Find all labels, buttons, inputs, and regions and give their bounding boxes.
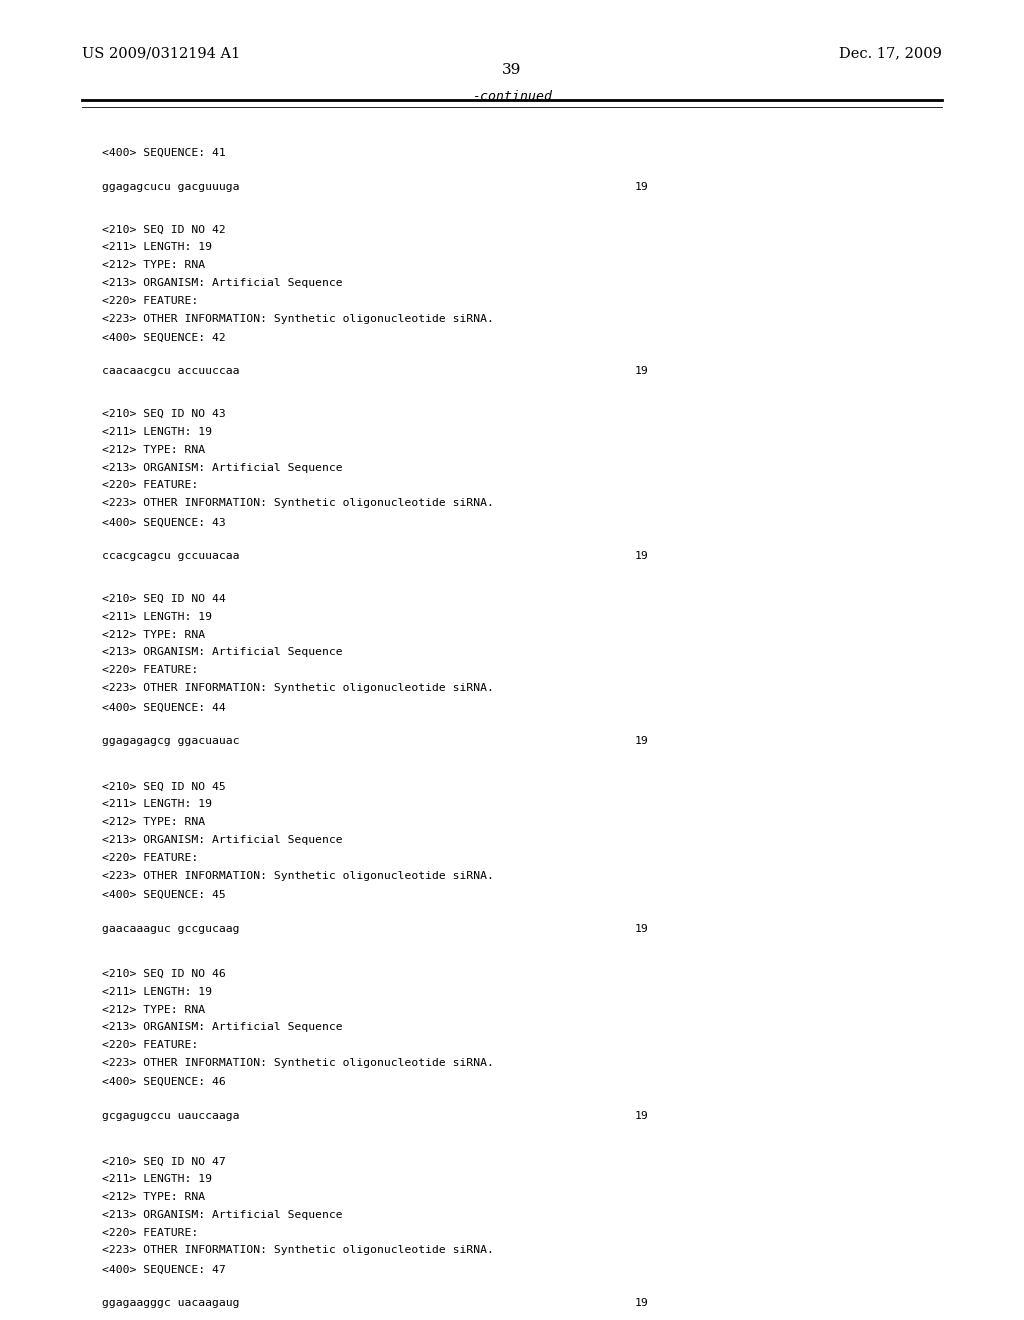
Text: <400> SEQUENCE: 47: <400> SEQUENCE: 47 [102, 1265, 226, 1275]
Text: 19: 19 [635, 737, 648, 746]
Text: <212> TYPE: RNA: <212> TYPE: RNA [102, 260, 206, 271]
Text: gcgagugccu uauccaaga: gcgagugccu uauccaaga [102, 1111, 240, 1121]
Text: 19: 19 [635, 552, 648, 561]
Text: <223> OTHER INFORMATION: Synthetic oligonucleotide siRNA.: <223> OTHER INFORMATION: Synthetic oligo… [102, 682, 495, 693]
Text: 19: 19 [635, 1299, 648, 1308]
Text: <220> FEATURE:: <220> FEATURE: [102, 480, 199, 491]
Text: <212> TYPE: RNA: <212> TYPE: RNA [102, 817, 206, 828]
Text: <223> OTHER INFORMATION: Synthetic oligonucleotide siRNA.: <223> OTHER INFORMATION: Synthetic oligo… [102, 314, 495, 323]
Text: <210> SEQ ID NO 47: <210> SEQ ID NO 47 [102, 1156, 226, 1167]
Text: <213> ORGANISM: Artificial Sequence: <213> ORGANISM: Artificial Sequence [102, 1209, 343, 1220]
Text: <223> OTHER INFORMATION: Synthetic oligonucleotide siRNA.: <223> OTHER INFORMATION: Synthetic oligo… [102, 1059, 495, 1068]
Text: <400> SEQUENCE: 46: <400> SEQUENCE: 46 [102, 1077, 226, 1088]
Text: <213> ORGANISM: Artificial Sequence: <213> ORGANISM: Artificial Sequence [102, 1022, 343, 1032]
Text: <212> TYPE: RNA: <212> TYPE: RNA [102, 1192, 206, 1203]
Text: <213> ORGANISM: Artificial Sequence: <213> ORGANISM: Artificial Sequence [102, 647, 343, 657]
Text: 39: 39 [503, 63, 521, 78]
Text: ccacgcagcu gccuuacaa: ccacgcagcu gccuuacaa [102, 552, 240, 561]
Text: <210> SEQ ID NO 43: <210> SEQ ID NO 43 [102, 409, 226, 420]
Text: <210> SEQ ID NO 46: <210> SEQ ID NO 46 [102, 969, 226, 979]
Text: <213> ORGANISM: Artificial Sequence: <213> ORGANISM: Artificial Sequence [102, 279, 343, 288]
Text: <212> TYPE: RNA: <212> TYPE: RNA [102, 445, 206, 455]
Text: <400> SEQUENCE: 43: <400> SEQUENCE: 43 [102, 517, 226, 528]
Text: ggagagcucu gacguuuga: ggagagcucu gacguuuga [102, 182, 240, 191]
Text: <213> ORGANISM: Artificial Sequence: <213> ORGANISM: Artificial Sequence [102, 463, 343, 473]
Text: <223> OTHER INFORMATION: Synthetic oligonucleotide siRNA.: <223> OTHER INFORMATION: Synthetic oligo… [102, 871, 495, 880]
Text: <211> LENGTH: 19: <211> LENGTH: 19 [102, 243, 212, 252]
Text: gaacaaaguc gccgucaag: gaacaaaguc gccgucaag [102, 924, 240, 933]
Text: -continued: -continued [472, 90, 552, 103]
Text: <400> SEQUENCE: 41: <400> SEQUENCE: 41 [102, 148, 226, 158]
Text: 19: 19 [635, 367, 648, 376]
Text: <223> OTHER INFORMATION: Synthetic oligonucleotide siRNA.: <223> OTHER INFORMATION: Synthetic oligo… [102, 499, 495, 508]
Text: caacaacgcu accuuccaa: caacaacgcu accuuccaa [102, 367, 240, 376]
Text: <220> FEATURE:: <220> FEATURE: [102, 296, 199, 306]
Text: <210> SEQ ID NO 42: <210> SEQ ID NO 42 [102, 224, 226, 235]
Text: <212> TYPE: RNA: <212> TYPE: RNA [102, 630, 206, 640]
Text: ggagagagcg ggacuauac: ggagagagcg ggacuauac [102, 737, 240, 746]
Text: 19: 19 [635, 182, 648, 191]
Text: <220> FEATURE:: <220> FEATURE: [102, 665, 199, 676]
Text: <400> SEQUENCE: 44: <400> SEQUENCE: 44 [102, 702, 226, 713]
Text: <212> TYPE: RNA: <212> TYPE: RNA [102, 1005, 206, 1015]
Text: ggagaagggc uacaagaug: ggagaagggc uacaagaug [102, 1299, 240, 1308]
Text: <213> ORGANISM: Artificial Sequence: <213> ORGANISM: Artificial Sequence [102, 836, 343, 845]
Text: <400> SEQUENCE: 45: <400> SEQUENCE: 45 [102, 890, 226, 900]
Text: 19: 19 [635, 924, 648, 933]
Text: Dec. 17, 2009: Dec. 17, 2009 [840, 46, 942, 61]
Text: <210> SEQ ID NO 45: <210> SEQ ID NO 45 [102, 781, 226, 792]
Text: <210> SEQ ID NO 44: <210> SEQ ID NO 44 [102, 594, 226, 605]
Text: <211> LENGTH: 19: <211> LENGTH: 19 [102, 800, 212, 809]
Text: <400> SEQUENCE: 42: <400> SEQUENCE: 42 [102, 333, 226, 343]
Text: <220> FEATURE:: <220> FEATURE: [102, 1040, 199, 1051]
Text: <220> FEATURE:: <220> FEATURE: [102, 853, 199, 863]
Text: <211> LENGTH: 19: <211> LENGTH: 19 [102, 987, 212, 997]
Text: <211> LENGTH: 19: <211> LENGTH: 19 [102, 1175, 212, 1184]
Text: <223> OTHER INFORMATION: Synthetic oligonucleotide siRNA.: <223> OTHER INFORMATION: Synthetic oligo… [102, 1246, 495, 1255]
Text: <220> FEATURE:: <220> FEATURE: [102, 1228, 199, 1238]
Text: <211> LENGTH: 19: <211> LENGTH: 19 [102, 428, 212, 437]
Text: 19: 19 [635, 1111, 648, 1121]
Text: US 2009/0312194 A1: US 2009/0312194 A1 [82, 46, 241, 61]
Text: <211> LENGTH: 19: <211> LENGTH: 19 [102, 611, 212, 622]
